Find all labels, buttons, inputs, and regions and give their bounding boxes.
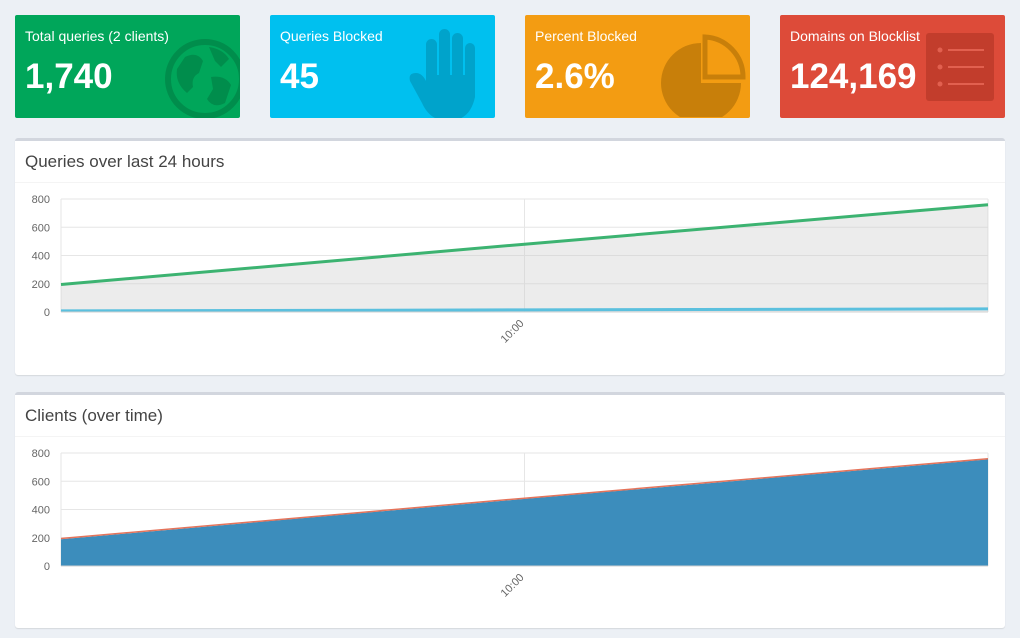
y-tick-label: 600 [32, 476, 50, 488]
y-tick-label: 200 [32, 533, 50, 545]
x-tick-label: 10:00 [499, 572, 527, 600]
percent-blocked-tile: Percent Blocked 2.6% [525, 15, 750, 118]
hand-icon [409, 29, 475, 118]
y-tick-label: 800 [32, 194, 50, 206]
queries-chart-title: Queries over last 24 hours [15, 141, 1005, 183]
domains-blocklist-label: Domains on Blocklist [790, 28, 920, 44]
queries-blocked-tile: Queries Blocked 45 [270, 15, 495, 118]
pie-chart-icon [661, 34, 746, 117]
domains-blocklist-value: 124,169 [790, 57, 917, 96]
series-line [60, 457, 989, 540]
domains-blocklist-tile: Domains on Blocklist 124,169 [780, 15, 1005, 118]
y-tick-label: 800 [32, 448, 50, 460]
queries-chart-card: Queries over last 24 hours 0 200 400 600 800… [15, 138, 1005, 375]
percent-blocked-value: 2.6% [535, 57, 615, 96]
y-tick-label: 400 [32, 505, 50, 517]
total-queries-value: 1,740 [25, 57, 113, 96]
total-queries-label: Total queries (2 clients) [25, 28, 169, 44]
total-queries-tile: Total queries (2 clients) 1,740 [15, 15, 240, 118]
clients-chart-card: Clients (over time) 0 200 400 600 800 10:00 [15, 392, 1005, 628]
y-tick-label: 600 [32, 222, 50, 234]
globe-icon [165, 39, 240, 118]
series-area [61, 459, 988, 566]
list-icon [926, 33, 994, 101]
queries-blocked-value: 45 [280, 57, 319, 96]
clients-chart-title: Clients (over time) [15, 395, 1005, 437]
queries-chart: 0 200 400 600 800 10:00 [32, 194, 989, 346]
series-line [60, 307, 989, 313]
x-tick-label: 10:00 [499, 318, 527, 346]
y-tick-label: 200 [32, 279, 50, 291]
y-tick-label: 0 [44, 307, 50, 319]
series-line [60, 203, 989, 286]
y-tick-label: 0 [44, 561, 50, 573]
clients-chart: 0 200 400 600 800 10:00 [32, 448, 989, 600]
percent-blocked-label: Percent Blocked [535, 28, 637, 44]
queries-blocked-label: Queries Blocked [280, 28, 383, 44]
series-fill [61, 204, 988, 312]
y-tick-label: 400 [32, 251, 50, 263]
